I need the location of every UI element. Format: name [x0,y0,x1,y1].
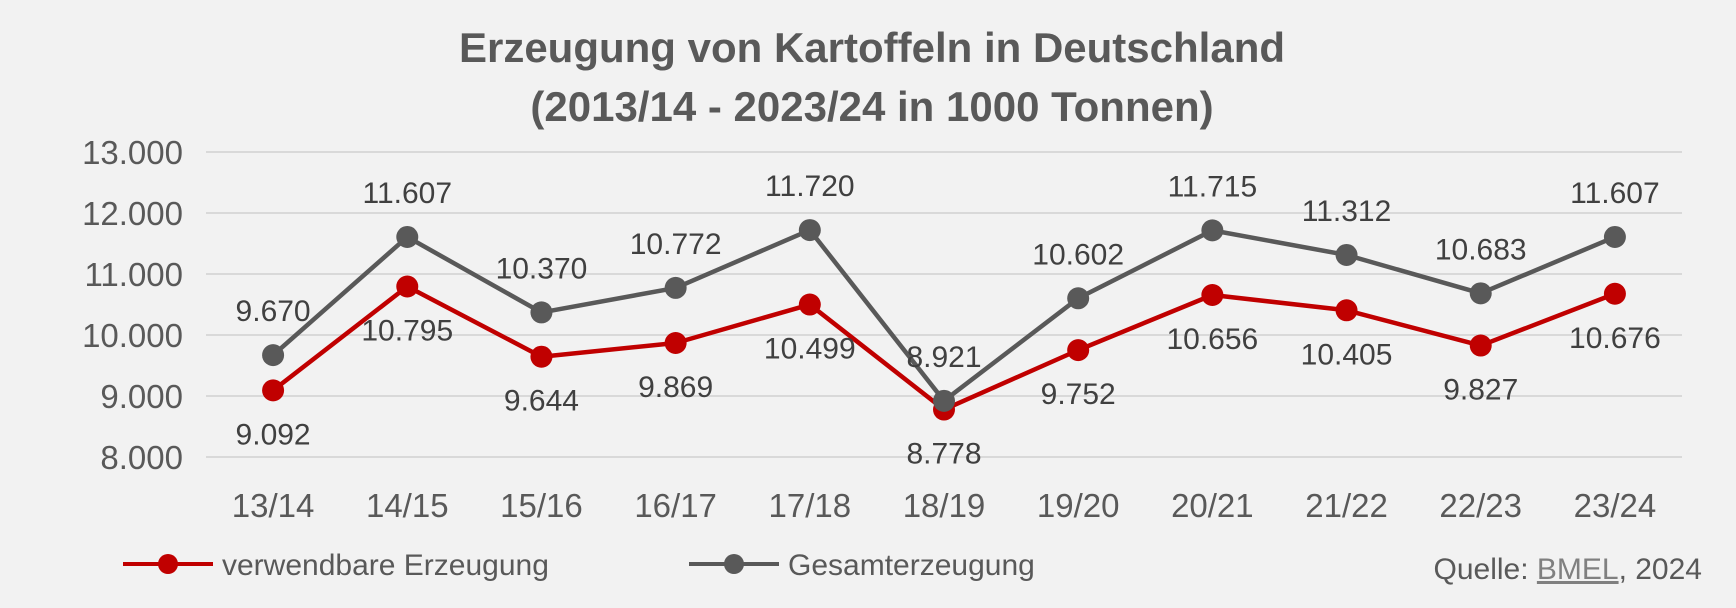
data-label-verwendbare-erzeugung-16-17: 9.869 [638,371,713,404]
data-point-gesamterzeugung-21-22 [1335,243,1358,266]
x-tick-label-18-19: 18/19 [903,487,986,524]
data-label-verwendbare-erzeugung-13-14: 9.092 [236,418,311,451]
gridlines [206,151,1682,458]
data-point-gesamterzeugung-19-20 [1067,287,1090,310]
data-label-verwendbare-erzeugung-23-24: 10.676 [1569,322,1661,355]
source-suffix: , 2024 [1619,553,1702,586]
data-label-verwendbare-erzeugung-19-20: 9.752 [1041,378,1116,411]
x-tick-label-17-18: 17/18 [769,487,852,524]
y-tick-label-8000: 8.000 [100,439,183,476]
legend-marker-verwendbare-erzeugung [158,554,178,574]
data-point-verwendbare-erzeugung-17-18 [798,293,821,316]
series-lines [262,219,1626,421]
x-tick-label-14-15: 14/15 [366,487,449,524]
source-note: Quelle: BMEL, 2024 [1433,553,1702,586]
legend-label-verwendbare-erzeugung: verwendbare Erzeugung [222,549,549,582]
data-point-gesamterzeugung-13-14 [262,344,285,367]
data-label-verwendbare-erzeugung-15-16: 9.644 [504,385,579,418]
data-label-gesamterzeugung-20-21: 11.715 [1168,170,1258,203]
x-tick-label-16-17: 16/17 [634,487,717,524]
legend-item-gesamterzeugung: Gesamterzeugung [689,549,1035,582]
data-point-gesamterzeugung-23-24 [1603,225,1626,248]
legend-marker-gesamterzeugung [724,554,744,574]
y-tick-label-10000: 10.000 [82,317,183,354]
data-point-verwendbare-erzeugung-16-17 [664,331,687,354]
y-tick-label-9000: 9.000 [100,378,183,415]
data-label-verwendbare-erzeugung-18-19: 8.778 [906,438,981,471]
data-label-gesamterzeugung-21-22: 11.312 [1302,195,1392,228]
data-label-verwendbare-erzeugung-21-22: 10.405 [1301,338,1393,371]
legend: verwendbare Erzeugung Gesamterzeugung [123,549,1035,582]
x-tick-label-20-21: 20/21 [1171,487,1254,524]
data-label-gesamterzeugung-19-20: 10.602 [1032,238,1124,271]
data-label-verwendbare-erzeugung-17-18: 10.499 [764,333,856,366]
series-line-gesamterzeugung [271,227,1616,404]
data-point-gesamterzeugung-20-21 [1201,219,1224,242]
data-point-gesamterzeugung-16-17 [664,276,687,299]
x-tick-label-23-24: 23/24 [1574,487,1657,524]
data-point-verwendbare-erzeugung-21-22 [1335,299,1358,322]
x-tick-label-13-14: 13/14 [232,487,315,524]
data-point-verwendbare-erzeugung-14-15 [396,275,419,298]
data-point-gesamterzeugung-17-18 [798,219,821,242]
data-point-verwendbare-erzeugung-22-23 [1469,334,1492,357]
data-label-verwendbare-erzeugung-22-23: 9.827 [1443,374,1518,407]
source-prefix: Quelle: [1433,553,1536,586]
data-point-verwendbare-erzeugung-15-16 [530,345,553,368]
chart-title: Erzeugung von Kartoffeln in Deutschland [459,24,1285,71]
data-point-gesamterzeugung-22-23 [1469,282,1492,305]
y-axis-ticks: 8.000 9.000 10.000 11.000 12.000 13.000 [82,134,183,476]
data-point-gesamterzeugung-15-16 [530,301,553,324]
legend-label-gesamterzeugung: Gesamterzeugung [788,549,1035,582]
data-labels: 9.092 10.795 9.644 9.869 10.499 8.778 9.752 10.… [236,170,1661,470]
data-point-verwendbare-erzeugung-20-21 [1201,283,1224,306]
data-point-gesamterzeugung-18-19 [933,389,955,412]
y-tick-label-11000: 11.000 [85,256,183,293]
data-label-gesamterzeugung-16-17: 10.772 [630,228,722,261]
data-point-verwendbare-erzeugung-23-24 [1603,282,1626,305]
chart-subtitle: (2013/14 - 2023/24 in 1000 Tonnen) [530,83,1213,130]
x-tick-label-19-20: 19/20 [1037,487,1120,524]
data-label-gesamterzeugung-13-14: 9.670 [236,295,311,328]
data-label-gesamterzeugung-14-15: 11.607 [363,177,453,210]
y-tick-label-12000: 12.000 [82,195,183,232]
x-axis-ticks: 13/14 14/15 15/16 16/17 17/18 18/19 19/20 20/21… [232,487,1656,524]
data-label-gesamterzeugung-15-16: 10.370 [496,252,588,285]
data-point-gesamterzeugung-14-15 [396,225,419,248]
data-label-gesamterzeugung-23-24: 11.607 [1570,177,1660,210]
data-point-verwendbare-erzeugung-19-20 [1067,339,1090,362]
x-tick-label-21-22: 21/22 [1305,487,1388,524]
data-point-verwendbare-erzeugung-13-14 [262,379,285,402]
data-label-gesamterzeugung-18-19: 8.921 [906,341,981,374]
data-label-gesamterzeugung-17-18: 11.720 [765,170,855,203]
source-link-bmel[interactable]: BMEL [1537,553,1619,586]
x-tick-label-15-16: 15/16 [500,487,583,524]
data-label-verwendbare-erzeugung-20-21: 10.656 [1166,323,1258,356]
data-label-gesamterzeugung-22-23: 10.683 [1435,233,1527,266]
legend-item-verwendbare-erzeugung: verwendbare Erzeugung [123,549,549,582]
data-label-verwendbare-erzeugung-14-15: 10.795 [361,315,453,348]
y-tick-label-13000: 13.000 [82,134,183,171]
x-tick-label-22-23: 22/23 [1439,487,1522,524]
